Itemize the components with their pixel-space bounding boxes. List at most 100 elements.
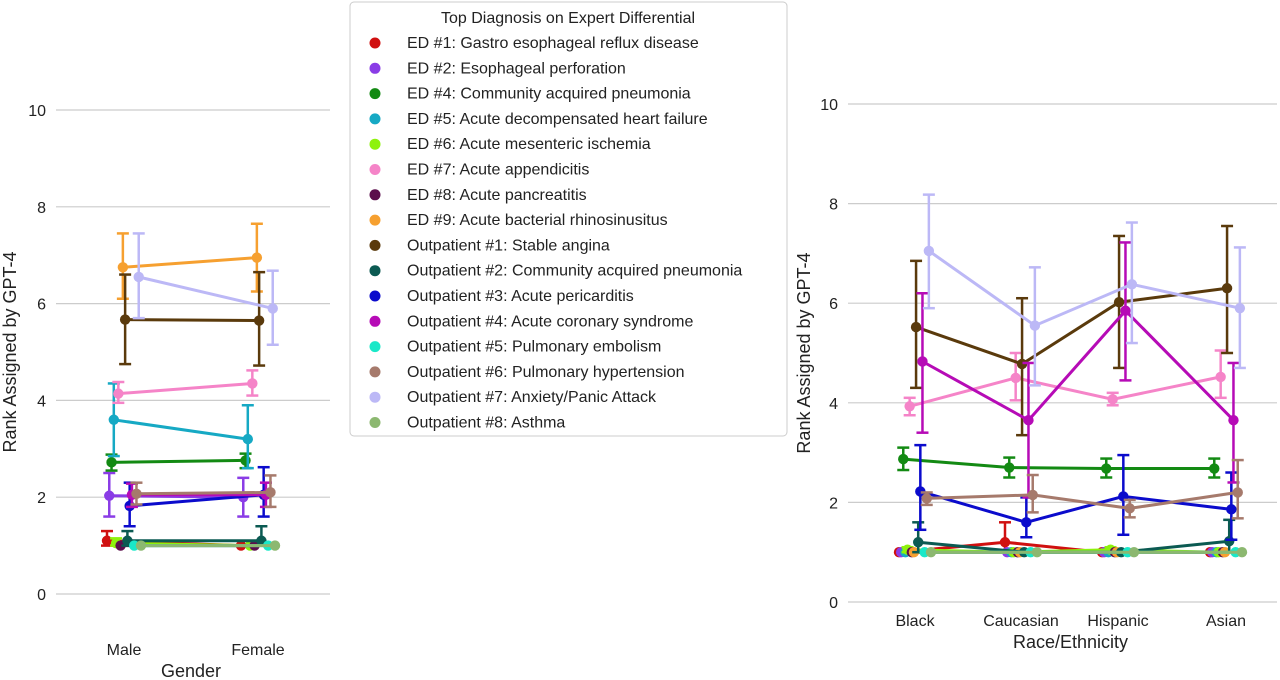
y-tick-label: 10 [820, 97, 838, 114]
series-line [919, 489, 1232, 524]
data-point [898, 453, 909, 465]
legend-marker [369, 265, 381, 277]
legend-marker [369, 37, 381, 49]
data-point [104, 490, 115, 501]
data-point [1101, 463, 1112, 474]
data-point [269, 540, 281, 551]
data-point [247, 378, 258, 389]
data-point [1224, 536, 1235, 547]
gender-chart: 0 2 4 6 8 10 Rank Assigned by GPT-4 Male Female G… [0, 103, 330, 680]
legend-label: Outpatient #7: Anxiety/Panic Attack [407, 389, 657, 406]
legend-marker [369, 138, 381, 150]
legend-marker [369, 341, 381, 353]
data-point [1031, 547, 1043, 558]
series-ed-9-acute-bacterial-rhinosinusitus [116, 222, 263, 301]
data-point [1221, 283, 1233, 294]
data-point [925, 547, 937, 558]
data-point [1236, 547, 1248, 558]
data-point [1004, 462, 1015, 473]
legend-item-ed-9-acute-bacterial-rhinosinusitus: ED #9: Acute bacterial rhinosinusitus [369, 212, 668, 229]
data-point [1234, 302, 1246, 314]
data-point [1124, 503, 1135, 514]
legend: Top Diagnosis on Expert Differential ED … [349, 1, 788, 437]
y-tick-label: 4 [37, 393, 46, 410]
data-point [101, 535, 113, 546]
legend-marker [369, 391, 381, 403]
legend-label: ED #1: Gastro esophageal reflux disease [407, 35, 699, 52]
data-point [913, 537, 924, 548]
series-line [915, 286, 1228, 366]
legend-item-ed-1-gastro-esophageal-reflux-disease: ED #1: Gastro esophageal reflux disease [369, 35, 699, 52]
y-tick-label: 6 [829, 296, 838, 313]
data-point [921, 493, 932, 504]
legend-item-outpatient-5-pulmonary-embolism: Outpatient #5: Pulmonary embolism [369, 339, 661, 356]
legend-marker [369, 62, 381, 74]
series-outpatient-3-acute-pericarditis [914, 443, 1238, 541]
data-point [117, 262, 129, 273]
y-tick-label: 2 [829, 495, 838, 512]
data-point [917, 356, 928, 367]
series-ed-4-community-acquired-pneumonia [105, 452, 252, 472]
legend-item-ed-6-acute-mesenteric-ischemia: ED #6: Acute mesenteric ischemia [369, 136, 651, 153]
data-point [1232, 487, 1243, 498]
series-ed-7-acute-appendicitis [112, 369, 259, 405]
y-tick-label: 8 [37, 200, 46, 217]
x-tick-label: Male [107, 642, 142, 659]
legend-label: ED #9: Acute bacterial rhinosinusitus [407, 212, 668, 229]
y-tick-label: 6 [37, 297, 46, 314]
data-point [1120, 305, 1131, 316]
data-point [135, 540, 147, 551]
legend-marker [369, 315, 381, 327]
data-point [108, 414, 120, 425]
series-ed-4-community-acquired-pneumonia [897, 446, 1221, 479]
data-point [1027, 489, 1038, 501]
series-outpatient-7-anxiety-panic-attack [132, 232, 279, 346]
data-point [910, 321, 922, 333]
data-point [1029, 320, 1041, 331]
series-line [926, 490, 1238, 510]
legend-label: ED #5: Acute decompensated heart failure [407, 111, 708, 128]
legend-label: Outpatient #4: Acute coronary syndrome [407, 313, 693, 330]
series-line [138, 275, 274, 310]
legend-marker [369, 113, 381, 125]
legend-label: Outpatient #1: Stable angina [407, 237, 610, 254]
data-point [1215, 371, 1226, 383]
legend-marker [369, 417, 381, 428]
data-point [1209, 463, 1220, 474]
data-point [904, 401, 915, 412]
legend-item-outpatient-3-acute-pericarditis: Outpatient #3: Acute pericarditis [369, 288, 634, 305]
data-point [119, 314, 131, 325]
legend-item-ed-4-community-acquired-pneumonia: ED #4: Community acquired pneumonia [369, 86, 691, 103]
legend-marker [369, 189, 381, 201]
series-line [122, 256, 258, 269]
series-line [113, 418, 249, 441]
legend-item-ed-5-acute-decompensated-heart-failure: ED #5: Acute decompensated heart failure [369, 111, 708, 128]
y-tick-label: 10 [28, 103, 46, 120]
legend-item-outpatient-7-anxiety-panic-attack: Outpatient #7: Anxiety/Panic Attack [369, 389, 657, 406]
data-point [1023, 415, 1034, 426]
legend-item-ed-7-acute-appendicitis: ED #7: Acute appendicitis [369, 162, 589, 179]
series-line [903, 457, 1215, 470]
data-point [923, 245, 935, 257]
legend-items: ED #1: Gastro esophageal reflux disease E… [369, 35, 742, 432]
data-point [1128, 547, 1140, 558]
y-tick-label: 2 [37, 490, 46, 507]
race-chart: 0 2 4 6 8 10 Rank Assigned by GPT-4 Black Caucas… [794, 97, 1277, 652]
data-point [1021, 517, 1032, 528]
series-line [118, 382, 253, 396]
legend-item-outpatient-4-acute-coronary-syndrome: Outpatient #4: Acute coronary syndrome [369, 313, 693, 330]
series-line [909, 375, 1222, 408]
data-point [999, 537, 1011, 548]
series-ed-5-acute-decompensated-heart-failure [107, 382, 254, 470]
series-line [111, 458, 246, 464]
data-point [251, 252, 263, 263]
series-outpatient-4-acute-coronary-syndrome [916, 241, 1240, 499]
data-point [1107, 394, 1118, 405]
legend-marker [369, 88, 381, 100]
x-tick-label: Black [895, 613, 935, 630]
series-line [129, 493, 264, 508]
data-point [1113, 297, 1125, 308]
series-outpatient-1-stable-angina [119, 270, 266, 367]
legend-item-ed-8-acute-pancreatitis: ED #8: Acute pancreatitis [369, 187, 587, 204]
